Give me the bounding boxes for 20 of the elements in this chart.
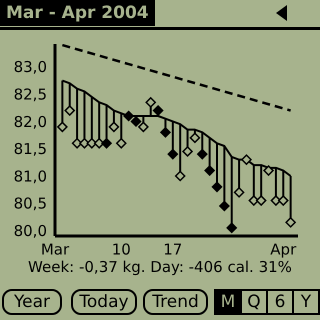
x-tick-label: Mar (40, 240, 70, 259)
y-tick-label: 81,5 (14, 140, 47, 158)
text: Today (71, 289, 137, 315)
text: Y (292, 291, 318, 313)
y-tick-label: 82,0 (14, 112, 47, 131)
text: 6 (266, 291, 292, 313)
text: M (216, 291, 240, 313)
y-tick-label: 83,0 (14, 58, 47, 76)
y-tick-label: 81,0 (14, 167, 47, 186)
text: Week: -0,37 kg. Day: -406 cal. 31% (27, 258, 293, 276)
x-tick-label: 17 (163, 240, 182, 259)
text: Trend (143, 289, 208, 315)
x-tick-label: 10 (112, 240, 131, 259)
text: Year (2, 289, 62, 315)
text: Q (240, 291, 266, 313)
x-tick-label: Apr (270, 240, 298, 259)
y-tick-label: 80,0 (14, 222, 47, 240)
chart-title: Mar - Apr 2004 (0, 0, 155, 26)
y-tick-label: 80,5 (14, 194, 47, 213)
y-tick-label: 82,5 (14, 86, 47, 104)
